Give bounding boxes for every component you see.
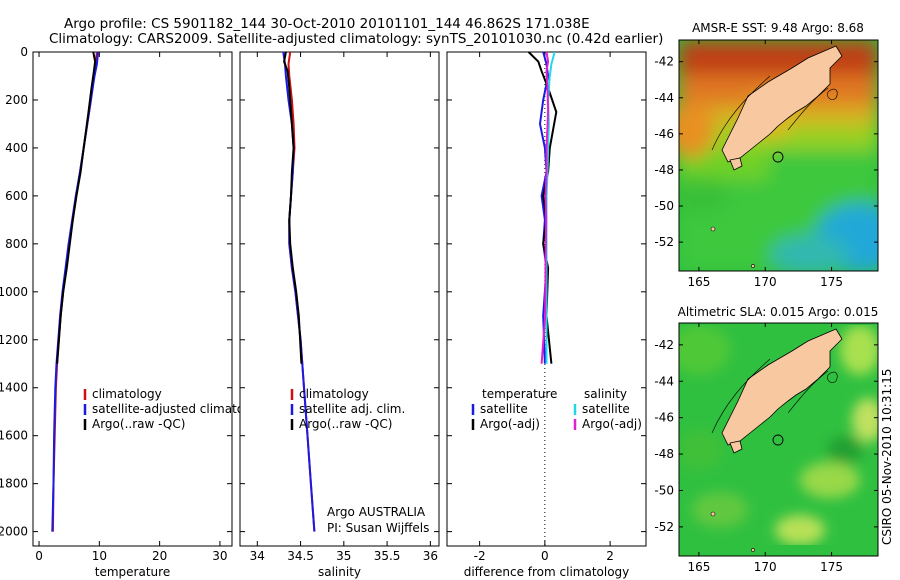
series-salinity-argo-adj-: [540, 52, 550, 364]
sla-map-title: Altimetric SLA: 0.015 Argo: 0.015: [678, 305, 879, 319]
x-tick-label: 34: [250, 549, 265, 563]
credit-line-2: PI: Susan Wijffels: [327, 521, 429, 535]
map-x-tick-label: 165: [687, 560, 710, 574]
map-y-tick-label: -50: [654, 199, 674, 213]
y-tick-label: 400: [5, 141, 28, 155]
legend-label: climatology: [299, 387, 369, 401]
sst-map: AMSR-E SST: 9.48 Argo: 8.68: [654, 21, 879, 289]
panel-salinity: 34 34.5 35 35.5 36 salinity climatologysatelli…: [239, 51, 440, 579]
y-tick-label: 1600: [0, 429, 28, 443]
legend-label: satellite-adjusted climatology: [92, 402, 270, 416]
title-line-1: Argo profile: CS 5901182_144 30-Oct-2010…: [64, 16, 590, 32]
map-x-tick-label: 175: [820, 560, 843, 574]
legend-label: satellite: [480, 402, 528, 416]
map-y-tick-label: -46: [654, 411, 674, 425]
x-tick-label: 0: [35, 549, 43, 563]
y-tick-label: 0: [20, 45, 28, 59]
x-axis-label: salinity: [318, 565, 361, 579]
x-tick-label: -2: [474, 549, 486, 563]
legend-label: temperature: [482, 387, 557, 401]
legend-label: Argo(-adj): [480, 417, 540, 431]
x-tick-label: 35.5: [374, 549, 401, 563]
legend-label: climatology: [92, 387, 162, 401]
map-x-tick-label: 170: [754, 275, 777, 289]
map-y-tick-label: -42: [654, 338, 674, 352]
map-y-tick-label: -46: [654, 127, 674, 141]
x-tick-label: 30: [212, 549, 227, 563]
y-tick-label: 2000: [0, 525, 28, 539]
profile-panels: 0 10 20 30020040060080010001200140016001800…: [0, 45, 647, 579]
y-tick-label: 800: [5, 237, 28, 251]
map-y-tick-label: -52: [654, 520, 674, 534]
x-tick-label: 20: [152, 549, 167, 563]
y-tick-label: 200: [5, 93, 28, 107]
y-tick-label: 1000: [0, 285, 28, 299]
credit-line-1: Argo AUSTRALIA: [327, 505, 426, 519]
x-tick-label: 36: [423, 549, 438, 563]
x-tick-label: 0: [541, 549, 549, 563]
legend-label: Argo(..raw -QC): [92, 417, 185, 431]
legend-label: salinity: [584, 387, 627, 401]
sst-map-title: AMSR-E SST: 9.48 Argo: 8.68: [692, 21, 864, 35]
x-axis-label: difference from climatology: [464, 565, 630, 579]
map-x-tick-label: 170: [754, 560, 777, 574]
y-tick-label: 1800: [0, 477, 28, 491]
legend-label: Argo(-adj): [582, 417, 642, 431]
panel-difference: -2 0 2 difference from climatology temperatu…: [446, 51, 647, 579]
sla-map: Altimetric SLA: 0.015 Argo: 0.015: [654, 305, 879, 574]
title-line-2: Climatology: CARS2009. Satellite-adjuste…: [49, 31, 663, 47]
x-tick-label: 35: [336, 549, 351, 563]
x-tick-label: 2: [606, 549, 614, 563]
timestamp-label: CSIRO 05-Nov-2010 10:31:15: [880, 369, 894, 545]
legend-label: satellite: [582, 402, 630, 416]
y-tick-label: 1400: [0, 381, 28, 395]
series-argo: [283, 52, 303, 364]
panel-temperature: 0 10 20 30 0 200 400 600 800 1000 1200 1400 1600 1800…: [0, 45, 270, 579]
y-tick-label: 600: [5, 189, 28, 203]
x-tick-label: 10: [92, 549, 107, 563]
legend: temperaturesatelliteArgo(-adj)salinitysa…: [471, 387, 642, 431]
legend-label: Argo(..raw -QC): [299, 417, 392, 431]
map-y-tick-label: -42: [654, 55, 674, 69]
y-tick-label: 1200: [0, 333, 28, 347]
panel-frame: [32, 51, 233, 547]
x-axis-label: temperature: [95, 565, 170, 579]
map-y-tick-label: -52: [654, 235, 674, 249]
map-x-tick-label: 175: [820, 275, 843, 289]
map-y-tick-label: -48: [654, 163, 674, 177]
x-tick-label: 34.5: [287, 549, 314, 563]
map-y-tick-label: -48: [654, 447, 674, 461]
map-y-tick-label: -44: [654, 91, 674, 105]
series-argo: [56, 52, 97, 364]
legend-label: satellite adj. clim.: [299, 402, 405, 416]
map-x-tick-label: 165: [687, 275, 710, 289]
map-y-tick-label: -50: [654, 483, 674, 497]
panel-frame: [239, 51, 440, 547]
map-y-tick-label: -44: [654, 374, 674, 388]
